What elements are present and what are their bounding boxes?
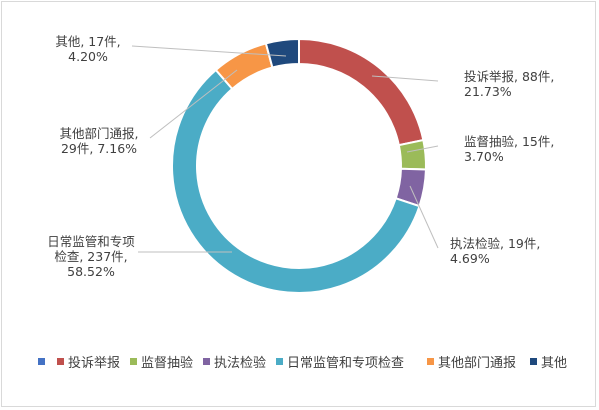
legend-swatch-5: [427, 358, 434, 365]
data-label-2-line-0: 监督抽验, 15件,: [464, 134, 554, 149]
data-label-3-line-1: 4.69%: [450, 251, 490, 266]
data-label-6-line-0: 其他, 17件,: [55, 34, 120, 49]
data-label-2-line-1: 3.70%: [464, 149, 504, 164]
legend-swatch-4: [276, 358, 283, 365]
legend: 投诉举报 监督抽验 执法检验 日常监管和专项检查 其他部门通报 其他: [38, 355, 567, 371]
data-label-3-line-0: 执法检验, 19件,: [450, 236, 540, 251]
data-labels: 投诉举报, 88件,21.73% 监督抽验, 15件,3.70% 执法检验, 19件…: [47, 34, 554, 279]
leader-line-1: [371, 75, 439, 82]
leader-line-3: [409, 185, 439, 249]
legend-label-5: 其他部门通报: [438, 356, 516, 371]
leader-lines: [131, 45, 439, 253]
legend-label-3: 执法检验: [214, 355, 266, 371]
slice-4: [171, 68, 421, 294]
data-label-1-line-1: 21.73%: [464, 84, 512, 99]
data-label-6-line-1: 4.20%: [68, 49, 108, 64]
legend-label-1: 投诉举报: [68, 355, 120, 371]
legend-swatch-2: [130, 358, 137, 365]
legend-swatch-3: [203, 358, 210, 365]
data-label-4-line-0: 日常监管和专项: [47, 234, 135, 249]
donut-slices: [171, 37, 427, 294]
leader-line-5: [149, 69, 238, 139]
legend-swatch-0: [38, 358, 45, 365]
legend-label-6: 其他: [541, 356, 567, 371]
slice-2: [397, 138, 427, 171]
data-label-1-line-0: 投诉举报, 88件,: [464, 69, 554, 84]
data-label-4-line-1: 检查, 237件,: [54, 249, 127, 264]
slice-6: [264, 37, 300, 69]
data-label-4-line-2: 58.52%: [67, 264, 115, 279]
slice-1: [298, 37, 425, 147]
legend-label-4: 日常监管和专项检查: [287, 356, 404, 371]
data-label-5-line-0: 其他部门通报,: [60, 126, 139, 141]
legend-swatch-1: [57, 358, 64, 365]
leader-line-6: [131, 45, 287, 57]
leader-line-2: [406, 145, 439, 153]
legend-swatch-6: [530, 358, 537, 365]
data-label-5-line-1: 29件, 7.16%: [61, 141, 137, 156]
legend-label-2: 监督抽验: [141, 355, 193, 371]
